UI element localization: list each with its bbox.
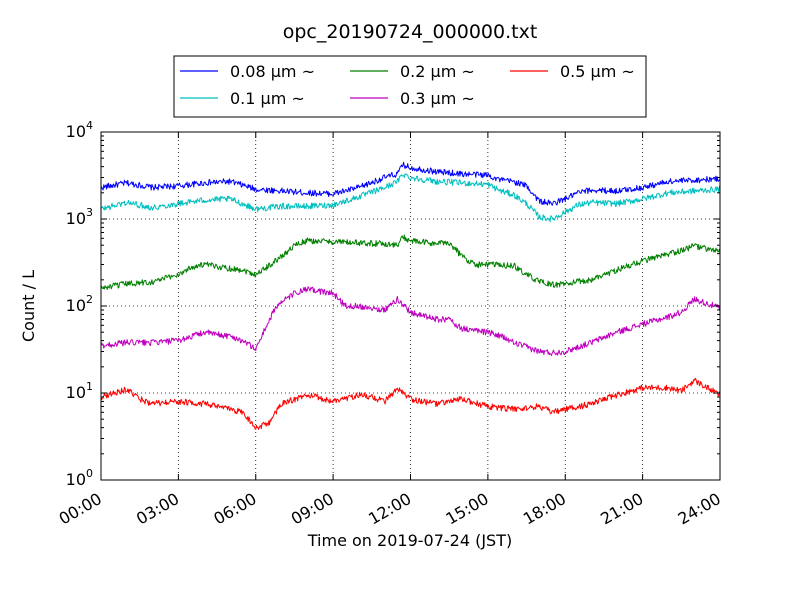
y-tick-exponent: 3 bbox=[86, 206, 93, 219]
series-line-4 bbox=[101, 377, 720, 430]
legend-label-1: 0.1 μm ~ bbox=[230, 89, 305, 108]
series-line-2 bbox=[101, 234, 720, 290]
y-tick-label: 101 bbox=[66, 380, 93, 402]
y-tick-label: 103 bbox=[66, 206, 93, 228]
y-tick-exponent: 4 bbox=[86, 119, 93, 132]
plot-area bbox=[101, 161, 720, 430]
y-tick-exponent: 0 bbox=[86, 467, 93, 480]
y-tick-exponent: 2 bbox=[86, 293, 93, 306]
y-tick-label: 102 bbox=[66, 293, 93, 315]
legend: 0.08 μm ~ 0.1 μm ~ 0.2 μm ~ 0.3 μm ~ 0.5 μm … bbox=[173, 55, 647, 118]
series-line-0 bbox=[101, 161, 720, 206]
plot-frame bbox=[100, 131, 721, 481]
y-tick-base: 10 bbox=[66, 122, 86, 141]
chart-title: opc_20190724_000000.txt bbox=[283, 21, 538, 43]
y-tick-base: 10 bbox=[66, 296, 86, 315]
y-tick-exponent: 1 bbox=[86, 380, 93, 393]
series-line-3 bbox=[101, 286, 720, 356]
y-tick-base: 10 bbox=[66, 470, 86, 489]
y-axis-label: Count / L bbox=[19, 270, 38, 342]
series-line-1 bbox=[101, 173, 720, 223]
legend-label-4: 0.5 μm ~ bbox=[560, 62, 635, 81]
x-axis-label: Time on 2019-07-24 (JST) bbox=[307, 531, 512, 550]
legend-label-2: 0.2 μm ~ bbox=[400, 62, 475, 81]
legend-label-3: 0.3 μm ~ bbox=[400, 89, 475, 108]
y-tick-label: 104 bbox=[66, 119, 93, 141]
y-tick-label: 100 bbox=[66, 467, 93, 489]
y-tick-base: 10 bbox=[66, 209, 86, 228]
y-tick-base: 10 bbox=[66, 383, 86, 402]
legend-label-0: 0.08 μm ~ bbox=[230, 62, 315, 81]
legend-box bbox=[173, 55, 647, 118]
